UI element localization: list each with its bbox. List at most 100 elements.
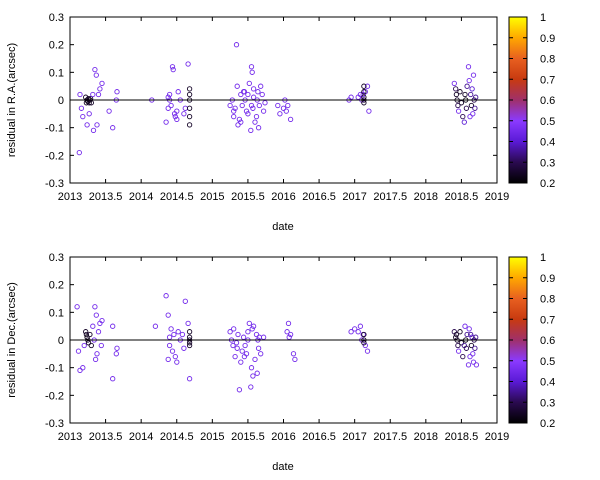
- data-point: [77, 367, 83, 374]
- x-tick-label: 2015.5: [231, 191, 265, 203]
- data-point: [253, 113, 260, 120]
- data-point: [290, 351, 297, 357]
- data-point: [77, 91, 83, 98]
- y-tick-label: 0.1: [49, 307, 64, 319]
- data-point: [110, 125, 116, 131]
- data-point: [171, 331, 177, 338]
- data-point: [114, 345, 120, 351]
- x-tick-label: 2013.5: [89, 431, 123, 443]
- data-point: [230, 342, 236, 349]
- data-point: [83, 331, 90, 338]
- data-point: [170, 66, 176, 73]
- data-point: [287, 331, 294, 338]
- data-point: [248, 365, 255, 371]
- x-tick-label: 2014: [129, 191, 153, 203]
- data-point: [292, 356, 298, 363]
- data-point: [172, 113, 178, 120]
- x-tick-label: 2018: [414, 431, 438, 443]
- data-point: [88, 100, 94, 106]
- data-point: [287, 116, 294, 123]
- data-point: [473, 362, 480, 368]
- data-point: [467, 353, 473, 360]
- data-point: [283, 108, 289, 114]
- data-point: [473, 94, 479, 100]
- data-point: [186, 113, 193, 120]
- x-tick-label: 2013: [58, 191, 82, 203]
- data-point: [258, 351, 264, 357]
- data-point: [259, 91, 265, 98]
- data-point: [465, 64, 472, 70]
- data-point: [364, 83, 371, 89]
- data-point: [165, 356, 171, 363]
- data-point: [233, 42, 240, 48]
- y-tick-label: 0.1: [49, 67, 64, 79]
- colorbar-ra: 0.2 0.3 0.4 0.5 0.6 0.7 0.8 0.9 1: [508, 12, 555, 190]
- data-point: [84, 122, 90, 128]
- data-point: [232, 353, 238, 360]
- data-point: [186, 86, 193, 92]
- x-tick-label: 2013: [58, 431, 82, 443]
- data-point: [453, 91, 460, 98]
- colorbar-tick-label: 0.6: [540, 95, 555, 107]
- data-point: [231, 326, 237, 332]
- data-point: [364, 348, 371, 354]
- y-tick-label: -0.1: [45, 123, 64, 135]
- x-tick-label: 2014: [129, 431, 153, 443]
- data-point: [243, 108, 250, 114]
- data-point: [168, 102, 174, 109]
- data-point: [465, 362, 472, 368]
- data-point: [110, 376, 116, 382]
- data-point: [174, 116, 180, 123]
- data-point: [355, 329, 361, 335]
- data-point: [84, 334, 90, 340]
- data-point: [174, 108, 180, 114]
- data-point: [262, 100, 268, 106]
- data-point: [246, 320, 252, 327]
- data-point: [248, 384, 254, 390]
- data-point: [242, 342, 248, 349]
- data-point: [240, 334, 247, 340]
- data-point: [186, 342, 193, 349]
- colorbar-tick-label: 1: [540, 12, 546, 24]
- data-point: [93, 312, 99, 318]
- data-point: [80, 365, 86, 371]
- data-point: [181, 345, 187, 351]
- data-point: [74, 304, 80, 310]
- x-tick-label: 2019: [485, 431, 509, 443]
- data-point: [92, 66, 98, 73]
- data-point: [114, 89, 120, 95]
- data-point: [93, 72, 99, 78]
- data-point: [236, 387, 243, 393]
- colorbar-dec: 0.2 0.3 0.4 0.5 0.6 0.7 0.8 0.9 1: [508, 252, 555, 430]
- data-point: [462, 323, 468, 329]
- data-point: [174, 359, 180, 365]
- data-point: [458, 100, 465, 106]
- data-point: [227, 329, 233, 335]
- data-point: [163, 119, 169, 125]
- data-point: [361, 94, 367, 100]
- data-point: [165, 94, 171, 100]
- data-point: [473, 334, 479, 340]
- data-point: [98, 342, 104, 349]
- y-tick-label: 0.3: [49, 252, 64, 264]
- colorbar-tick-label: 0.8: [540, 294, 555, 306]
- data-point: [234, 83, 240, 89]
- y-tick-label: 0.3: [49, 12, 64, 24]
- data-point: [233, 340, 240, 346]
- x-tick-label: 2016: [271, 191, 295, 203]
- data-point: [95, 91, 102, 98]
- data-point: [469, 86, 475, 92]
- data-point: [250, 323, 257, 329]
- x-tick-label: 2016.5: [302, 191, 336, 203]
- data-point: [94, 351, 100, 357]
- data-point: [76, 149, 82, 156]
- x-tick-label: 2014.5: [160, 191, 194, 203]
- y-tick-label: 0.2: [49, 40, 64, 52]
- data-point: [231, 108, 237, 114]
- data-point: [252, 356, 258, 363]
- data-point: [284, 329, 290, 335]
- data-point: [232, 105, 238, 111]
- x-tick-label: 2016.5: [302, 431, 336, 443]
- data-point: [472, 105, 478, 111]
